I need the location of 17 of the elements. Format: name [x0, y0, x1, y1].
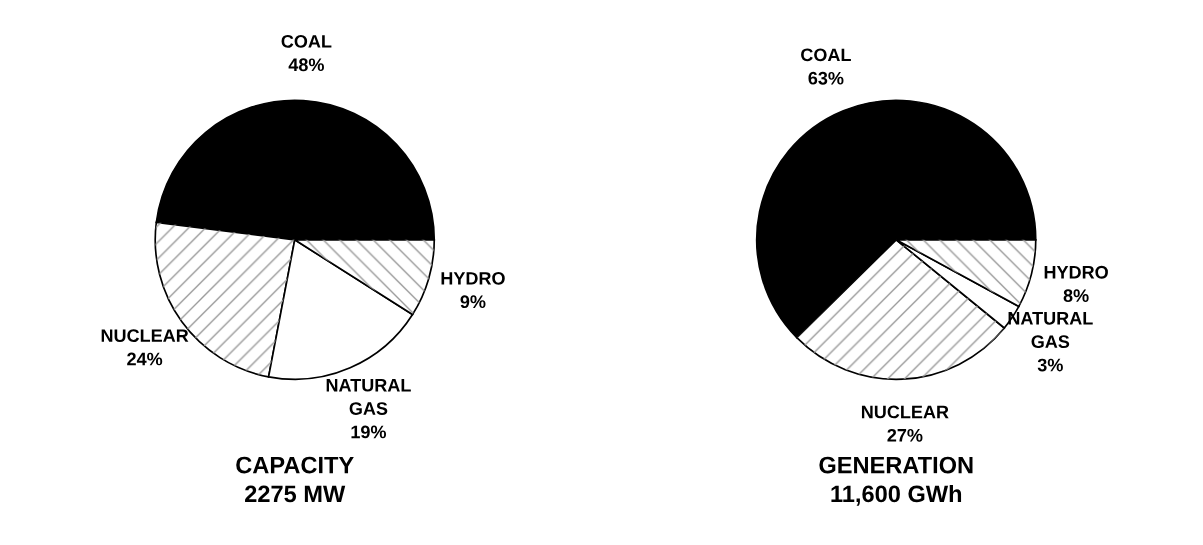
slice-label: HYDRO [1044, 265, 1108, 279]
data-label: 9% [460, 295, 486, 309]
data-label: 8% [1063, 289, 1089, 303]
text: CAPACITY 2275 MW [236, 456, 354, 503]
data-label: 27% [887, 428, 923, 442]
slice-label: NUCLEAR [101, 329, 189, 343]
slice-label: COAL [801, 48, 851, 62]
data-label: 24% [127, 352, 163, 366]
slice-label: HYDRO [441, 271, 505, 285]
data-label: 63% [808, 71, 844, 85]
slice-label: NATURAL GAS [326, 378, 411, 415]
slice-label: NUCLEAR [861, 405, 949, 419]
slice-label: COAL [281, 34, 332, 48]
data-label: 19% [351, 425, 387, 439]
data-label: 3% [1037, 358, 1063, 372]
data-label: 48% [288, 58, 324, 72]
text: GENERATION 11,600 GWh [819, 456, 973, 506]
